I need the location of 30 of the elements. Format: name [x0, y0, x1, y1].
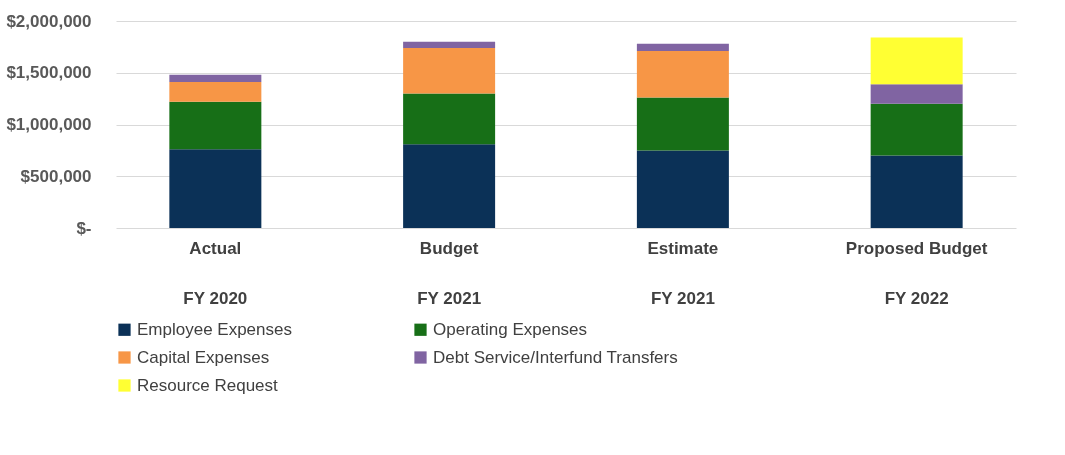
- legend-label: Operating Expenses: [433, 319, 588, 339]
- bar: [403, 41, 496, 48]
- bar: [636, 43, 729, 52]
- bar: [403, 144, 496, 228]
- y-tick-label: $1,500,000: [6, 63, 92, 83]
- bar: [169, 101, 262, 150]
- legend-label: Employee Expenses: [137, 319, 292, 339]
- category-label: Actual FY 2020: [183, 238, 248, 308]
- bar: [403, 93, 496, 145]
- category-label: Proposed Budget FY 2022: [845, 238, 988, 308]
- legend-label: Capital Expenses: [137, 347, 270, 367]
- bar: [870, 155, 963, 228]
- bar: [636, 150, 729, 228]
- bar: [169, 74, 262, 83]
- bar: [636, 51, 729, 98]
- y-tick-label: $-: [76, 218, 92, 238]
- bar: [870, 84, 963, 104]
- bar: [169, 82, 262, 102]
- bar: [636, 97, 729, 151]
- legend-label: Debt Service/Interfund Transfers: [433, 347, 678, 367]
- legend-label: Resource Request: [137, 375, 279, 395]
- y-tick-label: $2,000,000: [6, 11, 92, 31]
- category-label: Budget FY 2021: [417, 238, 482, 308]
- bar: [870, 103, 963, 156]
- category-label: Estimate FY 2021: [647, 238, 719, 308]
- bar: [403, 47, 496, 94]
- y-tick-label: $1,000,000: [6, 115, 92, 134]
- bar: [870, 37, 963, 85]
- y-tick-label: $500,000: [20, 166, 92, 186]
- bar: [169, 149, 262, 228]
